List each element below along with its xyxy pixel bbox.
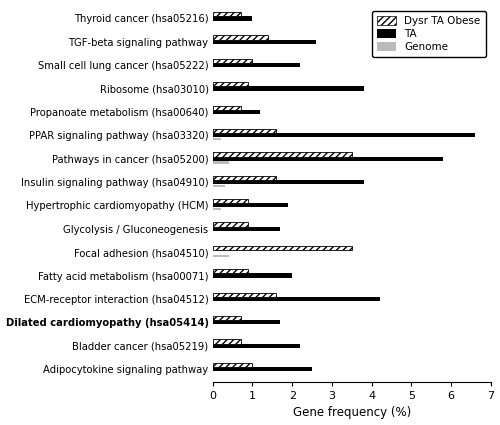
Bar [212,316,240,320]
Bar [212,82,248,86]
Bar [212,156,443,161]
Bar [212,161,228,164]
X-axis label: Gene frequency (%): Gene frequency (%) [292,406,411,419]
Bar [212,273,292,278]
Bar [212,292,276,297]
Bar [212,176,276,180]
Bar [212,320,280,324]
Bar [212,180,364,184]
Bar [212,152,352,156]
Bar [212,269,248,273]
Bar [212,59,252,63]
Bar [212,105,240,110]
Bar [212,16,252,20]
Bar [212,297,380,301]
Bar [212,255,228,257]
Bar [212,339,240,343]
Bar [212,199,248,203]
Bar [212,203,288,207]
Bar [212,110,260,114]
Bar [212,208,220,210]
Bar [212,12,240,16]
Bar [212,343,300,348]
Bar [212,246,352,250]
Bar [212,133,475,137]
Bar [212,86,364,91]
Bar [212,63,300,67]
Bar [212,129,276,133]
Bar [212,222,248,227]
Bar [212,138,220,140]
Bar [212,40,316,44]
Bar [212,227,280,231]
Bar [212,35,268,40]
Bar [212,363,252,367]
Bar [212,184,224,187]
Legend: Dysr TA Obese, TA, Genome: Dysr TA Obese, TA, Genome [372,11,486,57]
Bar [212,367,312,371]
